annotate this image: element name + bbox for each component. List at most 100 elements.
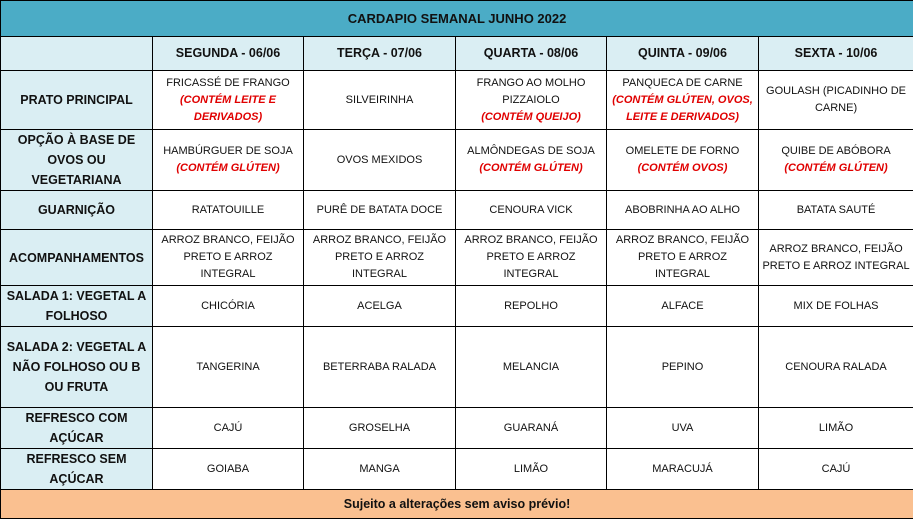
menu-cell: FRICASSÉ DE FRANGO (CONTÉM LEITE E DERIVA… <box>153 71 304 130</box>
dish-name: ARROZ BRANCO, FEIJÃO PRETO E ARROZ INTEG… <box>616 234 749 280</box>
menu-cell: PEPINO <box>607 327 759 408</box>
menu-cell: UVA <box>607 408 759 449</box>
dish-name: RATATOUILLE <box>192 204 265 216</box>
dish-name: CHICÓRIA <box>201 300 255 312</box>
dish-name: LIMÃO <box>819 422 853 434</box>
menu-cell: CENOURA RALADA <box>759 327 913 408</box>
menu-row: OPÇÃO À BASE DE OVOS OU VEGETARIANA HAMBÚ… <box>1 130 913 191</box>
menu-cell: REPOLHO <box>456 286 607 327</box>
menu-cell: CAJÚ <box>759 449 913 490</box>
menu-cell: RATATOUILLE <box>153 191 304 230</box>
day-header: TERÇA - 07/06 <box>304 37 456 71</box>
menu-row: SALADA 2: VEGETAL A NÃO FOLHOSO OU B OU … <box>1 327 913 408</box>
menu-cell: GOULASH (PICADINHO DE CARNE) <box>759 71 913 130</box>
dish-name: BATATA SAUTÉ <box>797 204 876 216</box>
day-header: SEGUNDA - 06/06 <box>153 37 304 71</box>
dish-name: ALMÔNDEGAS DE SOJA <box>467 145 595 157</box>
menu-cell: ALMÔNDEGAS DE SOJA (CONTÉM GLÚTEN) <box>456 130 607 191</box>
dish-name: ACELGA <box>357 300 402 312</box>
menu-cell: FRANGO AO MOLHO PIZZAIOLO (CONTÉM QUEIJO) <box>456 71 607 130</box>
dish-name: TANGERINA <box>196 361 259 373</box>
footer-notice: Sujeito a alterações sem aviso prévio! <box>1 490 913 519</box>
menu-cell: SILVEIRINHA <box>304 71 456 130</box>
allergen-note: (CONTÉM GLÚTEN, OVOS, LEITE E DERIVADOS) <box>609 92 756 126</box>
menu-row: SALADA 1: VEGETAL A FOLHOSO CHICÓRIA ACELG… <box>1 286 913 327</box>
day-header: QUARTA - 08/06 <box>456 37 607 71</box>
menu-cell: ALFACE <box>607 286 759 327</box>
menu-cell: TANGERINA <box>153 327 304 408</box>
allergen-note: (CONTÉM OVOS) <box>609 160 756 177</box>
allergen-note: (CONTÉM LEITE E DERIVADOS) <box>155 92 301 126</box>
menu-cell: ARROZ BRANCO, FEIJÃO PRETO E ARROZ INTEG… <box>607 230 759 286</box>
dish-name: OMELETE DE FORNO <box>626 145 740 157</box>
dish-name: GROSELHA <box>349 422 410 434</box>
dish-name: REPOLHO <box>504 300 558 312</box>
dish-name: GOIABA <box>207 463 249 475</box>
row-label: GUARNIÇÃO <box>1 191 153 230</box>
allergen-note: (CONTÉM QUEIJO) <box>458 109 604 126</box>
row-label: REFRESCO SEM AÇÚCAR <box>1 449 153 490</box>
dish-name: MELANCIA <box>503 361 559 373</box>
dish-name: LIMÃO <box>514 463 548 475</box>
dish-name: ALFACE <box>661 300 703 312</box>
menu-cell: ARROZ BRANCO, FEIJÃO PRETO E ARROZ INTEG… <box>304 230 456 286</box>
dish-name: ARROZ BRANCO, FEIJÃO PRETO E ARROZ INTEG… <box>464 234 597 280</box>
day-header: QUINTA - 09/06 <box>607 37 759 71</box>
dish-name: SILVEIRINHA <box>346 94 414 106</box>
row-label: SALADA 2: VEGETAL A NÃO FOLHOSO OU B OU … <box>1 327 153 408</box>
row-label: ACOMPANHAMENTOS <box>1 230 153 286</box>
dish-name: CENOURA RALADA <box>785 361 886 373</box>
menu-cell: CENOURA VICK <box>456 191 607 230</box>
menu-title: CARDAPIO SEMANAL JUNHO 2022 <box>1 1 913 37</box>
menu-cell: ARROZ BRANCO, FEIJÃO PRETO E ARROZ INTEG… <box>456 230 607 286</box>
menu-cell: QUIBE DE ABÓBORA(CONTÉM GLÚTEN) <box>759 130 913 191</box>
menu-cell: MELANCIA <box>456 327 607 408</box>
row-label: REFRESCO COM AÇÚCAR <box>1 408 153 449</box>
menu-cell: OMELETE DE FORNO (CONTÉM OVOS) <box>607 130 759 191</box>
row-label: OPÇÃO À BASE DE OVOS OU VEGETARIANA <box>1 130 153 191</box>
dish-name: UVA <box>672 422 694 434</box>
menu-cell: LIMÃO <box>456 449 607 490</box>
menu-cell: CAJÚ <box>153 408 304 449</box>
menu-cell: GUARANÁ <box>456 408 607 449</box>
row-label: PRATO PRINCIPAL <box>1 71 153 130</box>
dish-name: ABOBRINHA AO ALHO <box>625 204 740 216</box>
dish-name: FRICASSÉ DE FRANGO <box>166 77 289 89</box>
dish-name: MANGA <box>359 463 399 475</box>
dish-name: MARACUJÁ <box>652 463 713 475</box>
menu-cell: ABOBRINHA AO ALHO <box>607 191 759 230</box>
row-label: SALADA 1: VEGETAL A FOLHOSO <box>1 286 153 327</box>
menu-cell: MARACUJÁ <box>607 449 759 490</box>
dish-name: HAMBÚRGUER DE SOJA <box>163 145 293 157</box>
dish-name: MIX DE FOLHAS <box>794 300 879 312</box>
dish-name: ARROZ BRANCO, FEIJÃO PRETO E ARROZ INTEG… <box>762 243 909 272</box>
corner-cell <box>1 37 153 71</box>
menu-cell: PANQUECA DE CARNE (CONTÉM GLÚTEN, OVOS, L… <box>607 71 759 130</box>
menu-cell: MANGA <box>304 449 456 490</box>
menu-cell: LIMÃO <box>759 408 913 449</box>
allergen-note: (CONTÉM GLÚTEN) <box>761 160 911 177</box>
menu-cell: GROSELHA <box>304 408 456 449</box>
day-header: SEXTA - 10/06 <box>759 37 913 71</box>
menu-row: GUARNIÇÃO RATATOUILLE PURÊ DE BATATA DOCE C… <box>1 191 913 230</box>
dish-name: GOULASH (PICADINHO DE CARNE) <box>766 85 906 114</box>
menu-row: REFRESCO SEM AÇÚCAR GOIABA MANGA LIMÃO MARAC… <box>1 449 913 490</box>
dish-name: PANQUECA DE CARNE <box>622 77 742 89</box>
dish-name: FRANGO AO MOLHO PIZZAIOLO <box>477 77 586 106</box>
dish-name: OVOS MEXIDOS <box>337 154 423 166</box>
dish-name: BETERRABA RALADA <box>323 361 436 373</box>
dish-name: PURÊ DE BATATA DOCE <box>317 204 443 216</box>
menu-cell: ARROZ BRANCO, FEIJÃO PRETO E ARROZ INTEG… <box>759 230 913 286</box>
menu-cell: BETERRABA RALADA <box>304 327 456 408</box>
dish-name: ARROZ BRANCO, FEIJÃO PRETO E ARROZ INTEG… <box>313 234 446 280</box>
menu-cell: OVOS MEXIDOS <box>304 130 456 191</box>
menu-cell: MIX DE FOLHAS <box>759 286 913 327</box>
dish-name: ARROZ BRANCO, FEIJÃO PRETO E ARROZ INTEG… <box>161 234 294 280</box>
menu-cell: PURÊ DE BATATA DOCE <box>304 191 456 230</box>
menu-cell: GOIABA <box>153 449 304 490</box>
menu-cell: BATATA SAUTÉ <box>759 191 913 230</box>
dish-name: GUARANÁ <box>504 422 558 434</box>
allergen-note: (CONTÉM GLÚTEN) <box>458 160 604 177</box>
